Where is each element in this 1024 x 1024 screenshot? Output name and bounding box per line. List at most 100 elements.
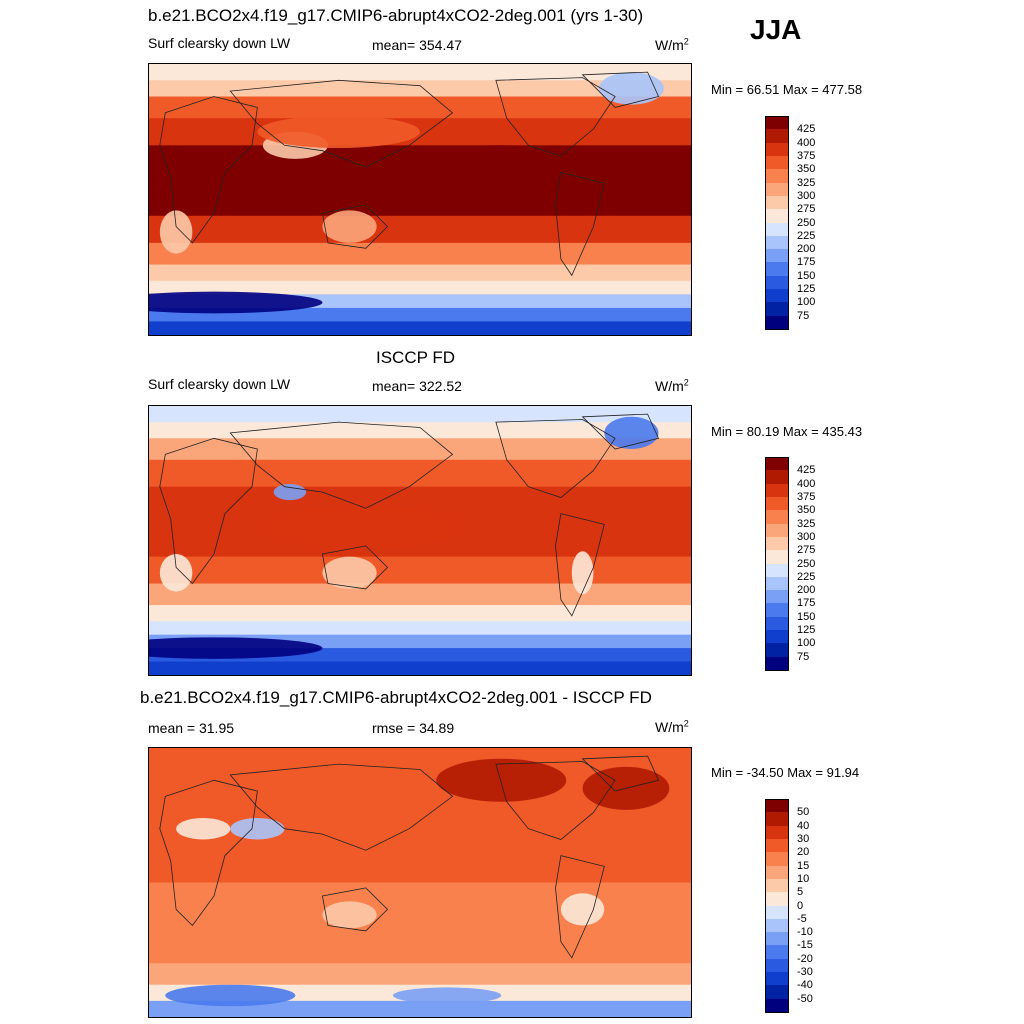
field-band — [149, 460, 691, 488]
field-feature — [572, 551, 594, 594]
colorbar-tick-label: 150 — [797, 612, 815, 623]
panel1-units: W/m2 — [655, 37, 689, 53]
colorbar-swatch — [765, 302, 789, 316]
colorbar-tick-label: 50 — [797, 807, 809, 818]
field-band — [149, 243, 691, 266]
colorbar-tick-label: 30 — [797, 834, 809, 845]
colorbar-swatch — [765, 510, 789, 524]
colorbar-swatch — [765, 643, 789, 657]
colorbar-swatch — [765, 196, 789, 210]
colorbar-swatch — [765, 116, 789, 130]
panel3-title: b.e21.BCO2x4.f19_g17.CMIP6-abrupt4xCO2-2… — [140, 688, 652, 708]
colorbar-tick-label: 15 — [797, 861, 809, 872]
field-feature — [322, 901, 376, 928]
colorbar-tick-label: -20 — [797, 954, 813, 965]
colorbar-swatch — [765, 289, 789, 303]
panel1-colorbar: 425 400 375 350 325 300 275 250 225 200 175 150 125 1… — [765, 116, 845, 329]
colorbar-swatch — [765, 603, 789, 617]
colorbar-swatch — [765, 470, 789, 484]
season-label: JJA — [750, 14, 801, 46]
panel1-field — [149, 64, 691, 335]
panel1-minmax: Min = 66.51 Max = 477.58 — [711, 82, 862, 97]
colorbar-swatch — [765, 484, 789, 498]
field-band — [149, 931, 691, 964]
colorbar-swatch — [765, 537, 789, 551]
colorbar-tick-label: 375 — [797, 492, 815, 503]
colorbar-swatch — [765, 945, 789, 959]
colorbar-tick-label: 350 — [797, 505, 815, 516]
field-feature — [599, 72, 664, 105]
field-feature — [393, 987, 501, 1003]
colorbar-swatch — [765, 630, 789, 644]
colorbar-swatch — [765, 985, 789, 999]
colorbar-tick-label: -10 — [797, 927, 813, 938]
colorbar-swatch — [765, 839, 789, 853]
colorbar-swatch — [765, 223, 789, 237]
colorbar-swatch — [765, 826, 789, 840]
colorbar-swatch — [765, 143, 789, 157]
field-feature — [322, 210, 376, 243]
colorbar-tick-label: 40 — [797, 821, 809, 832]
colorbar-tick-label: -30 — [797, 967, 813, 978]
colorbar-tick-label: 200 — [797, 244, 815, 255]
panel1-map — [148, 63, 692, 336]
field-feature — [268, 506, 463, 549]
panel3-map — [148, 747, 692, 1018]
panel3-colorbar: 50 40 30 20 15 10 5 0 -5 -10 -15 -20 -30 -40 -50 — [765, 799, 845, 1012]
colorbar-tick-label: 175 — [797, 257, 815, 268]
colorbar-swatch — [765, 183, 789, 197]
panel3-units: W/m2 — [655, 719, 689, 735]
field-band — [149, 584, 691, 607]
colorbar-swatch — [765, 866, 789, 880]
colorbar-tick-label: 150 — [797, 271, 815, 282]
colorbar-tick-label: -50 — [797, 994, 813, 1005]
colorbar-swatch — [765, 799, 789, 813]
colorbar-tick-label: 5 — [797, 887, 803, 898]
colorbar-swatch — [765, 906, 789, 920]
colorbar-tick-label: 425 — [797, 465, 815, 476]
colorbar-swatch — [765, 577, 789, 591]
field-band — [149, 118, 691, 146]
colorbar-tick-label: 225 — [797, 231, 815, 242]
panel3-rmse-label: rmse = 34.89 — [372, 720, 454, 736]
panel1-title: b.e21.BCO2x4.f19_g17.CMIP6-abrupt4xCO2-2… — [148, 6, 643, 26]
colorbar-tick-label: -5 — [797, 914, 807, 925]
field-band — [149, 557, 691, 585]
colorbar-swatch — [765, 879, 789, 893]
panel2-mean-label: mean= 322.52 — [372, 378, 462, 394]
colorbar-swatch — [765, 564, 789, 578]
colorbar-swatch — [765, 316, 789, 330]
colorbar-swatch — [765, 999, 789, 1013]
panel2-units: W/m2 — [655, 378, 689, 394]
colorbar-swatch — [765, 892, 789, 906]
colorbar-tick-label: 200 — [797, 585, 815, 596]
panel1-variable-label: Surf clearsky down LW — [148, 35, 290, 51]
colorbar-tick-label: 325 — [797, 178, 815, 189]
colorbar-swatch — [765, 169, 789, 183]
field-band — [149, 662, 691, 675]
panel2-field — [149, 406, 691, 675]
colorbar-tick-label: 400 — [797, 479, 815, 490]
colorbar-swatch — [765, 497, 789, 511]
panel1-mean-label: mean= 354.47 — [372, 37, 462, 53]
field-band — [149, 883, 691, 932]
panel2-minmax: Min = 80.19 Max = 435.43 — [711, 424, 862, 439]
field-feature — [176, 818, 230, 840]
colorbar-tick-label: 20 — [797, 847, 809, 858]
colorbar-tick-label: 125 — [797, 625, 815, 636]
panel3-field — [149, 748, 691, 1017]
colorbar-swatch — [765, 972, 789, 986]
field-band — [149, 406, 691, 423]
field-feature — [604, 417, 658, 449]
colorbar-swatch — [765, 262, 789, 276]
colorbar-tick-label: 175 — [797, 598, 815, 609]
field-band — [149, 321, 691, 335]
colorbar-tick-label: 425 — [797, 124, 815, 135]
colorbar-swatch — [765, 209, 789, 223]
colorbar-swatch — [765, 919, 789, 933]
colorbar-tick-label: 100 — [797, 297, 815, 308]
colorbar-tick-label: 250 — [797, 218, 815, 229]
colorbar-tick-label: 10 — [797, 874, 809, 885]
field-band — [149, 963, 691, 986]
panel2-title: ISCCP FD — [376, 348, 455, 368]
